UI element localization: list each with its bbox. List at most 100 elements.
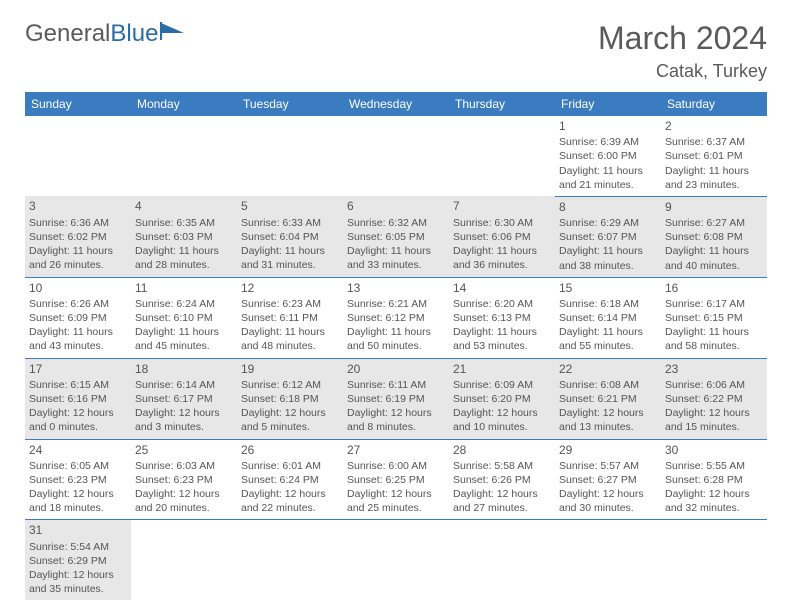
daylight-text: and 8 minutes.	[347, 420, 445, 434]
sunrise-text: Sunrise: 6:30 AM	[453, 216, 551, 230]
calendar-week-row: 17Sunrise: 6:15 AMSunset: 6:16 PM Dayligh…	[25, 358, 767, 439]
sunset-text: Sunset: 6:02 PM	[29, 230, 127, 244]
calendar-cell-empty	[237, 116, 343, 196]
dayhead-wed: Wednesday	[343, 92, 449, 116]
calendar-cell: 12Sunrise: 6:23 AMSunset: 6:11 PMDayligh…	[237, 277, 343, 358]
calendar-cell: 16Sunrise: 6:17 AMSunset: 6:15 PMDayligh…	[661, 277, 767, 358]
daylight-text: and 36 minutes.	[453, 258, 551, 272]
daylight-text: Daylight: 11 hours	[29, 325, 127, 339]
calendar-cell: 24Sunrise: 6:05 AMSunset: 6:23 PMDayligh…	[25, 439, 131, 520]
calendar-cell-empty	[131, 116, 237, 196]
location: Catak, Turkey	[598, 61, 767, 82]
sunrise-text: Sunrise: 6:12 AM	[241, 378, 339, 392]
day-number: 20	[347, 361, 445, 377]
daylight-text: and 45 minutes.	[135, 339, 233, 353]
calendar-cell-empty	[661, 520, 767, 600]
calendar-cell: 21Sunrise: 6:09 AMSunset: 6:20 PMDayligh…	[449, 358, 555, 439]
day-number: 19	[241, 361, 339, 377]
daylight-text: and 43 minutes.	[29, 339, 127, 353]
calendar-week-row: 3Sunrise: 6:36 AMSunset: 6:02 PMDaylight…	[25, 196, 767, 277]
daylight-text: and 22 minutes.	[241, 501, 339, 515]
daylight-text: Daylight: 12 hours	[29, 487, 127, 501]
daylight-text: Daylight: 11 hours	[665, 164, 763, 178]
daylight-text: Daylight: 11 hours	[347, 244, 445, 258]
sunrise-text: Sunrise: 6:18 AM	[559, 297, 657, 311]
dayhead-thu: Thursday	[449, 92, 555, 116]
sunrise-text: Sunrise: 6:05 AM	[29, 459, 127, 473]
sunrise-text: Sunrise: 6:15 AM	[29, 378, 127, 392]
calendar-cell: 26Sunrise: 6:01 AMSunset: 6:24 PMDayligh…	[237, 439, 343, 520]
header: GeneralBlue March 2024 Catak, Turkey	[25, 20, 767, 82]
logo: GeneralBlue	[25, 20, 188, 48]
sunset-text: Sunset: 6:10 PM	[135, 311, 233, 325]
sunset-text: Sunset: 6:25 PM	[347, 473, 445, 487]
daylight-text: and 31 minutes.	[241, 258, 339, 272]
daylight-text: and 50 minutes.	[347, 339, 445, 353]
daylight-text: Daylight: 11 hours	[241, 325, 339, 339]
calendar-cell: 10Sunrise: 6:26 AMSunset: 6:09 PMDayligh…	[25, 277, 131, 358]
daylight-text: Daylight: 11 hours	[559, 164, 657, 178]
month-title: March 2024	[598, 20, 767, 57]
sunrise-text: Sunrise: 5:58 AM	[453, 459, 551, 473]
sunrise-text: Sunrise: 6:01 AM	[241, 459, 339, 473]
calendar-week-row: 10Sunrise: 6:26 AMSunset: 6:09 PMDayligh…	[25, 277, 767, 358]
dayhead-mon: Monday	[131, 92, 237, 116]
sunset-text: Sunset: 6:29 PM	[29, 554, 127, 568]
sunrise-text: Sunrise: 6:24 AM	[135, 297, 233, 311]
day-number: 25	[135, 442, 233, 458]
sunset-text: Sunset: 6:23 PM	[29, 473, 127, 487]
sunrise-text: Sunrise: 6:08 AM	[559, 378, 657, 392]
sunrise-text: Sunrise: 6:39 AM	[559, 135, 657, 149]
day-number: 17	[29, 361, 127, 377]
day-number: 7	[453, 198, 551, 214]
sunset-text: Sunset: 6:27 PM	[559, 473, 657, 487]
title-block: March 2024 Catak, Turkey	[598, 20, 767, 82]
calendar-cell: 18Sunrise: 6:14 AMSunset: 6:17 PMDayligh…	[131, 358, 237, 439]
calendar-cell: 11Sunrise: 6:24 AMSunset: 6:10 PMDayligh…	[131, 277, 237, 358]
calendar-cell-empty	[555, 520, 661, 600]
daylight-text: Daylight: 11 hours	[665, 244, 763, 258]
daylight-text: and 26 minutes.	[29, 258, 127, 272]
daylight-text: and 55 minutes.	[559, 339, 657, 353]
daylight-text: and 58 minutes.	[665, 339, 763, 353]
sunrise-text: Sunrise: 6:06 AM	[665, 378, 763, 392]
calendar-week-row: 24Sunrise: 6:05 AMSunset: 6:23 PMDayligh…	[25, 439, 767, 520]
day-number: 8	[559, 199, 657, 215]
sunset-text: Sunset: 6:03 PM	[135, 230, 233, 244]
daylight-text: and 5 minutes.	[241, 420, 339, 434]
daylight-text: and 48 minutes.	[241, 339, 339, 353]
logo-word1: General	[25, 20, 110, 47]
sunrise-text: Sunrise: 6:27 AM	[665, 216, 763, 230]
sunset-text: Sunset: 6:16 PM	[29, 392, 127, 406]
calendar-cell-empty	[343, 116, 449, 196]
sunrise-text: Sunrise: 6:20 AM	[453, 297, 551, 311]
calendar-cell: 20Sunrise: 6:11 AMSunset: 6:19 PMDayligh…	[343, 358, 449, 439]
sunrise-text: Sunrise: 6:35 AM	[135, 216, 233, 230]
calendar-cell: 27Sunrise: 6:00 AMSunset: 6:25 PMDayligh…	[343, 439, 449, 520]
daylight-text: Daylight: 11 hours	[135, 244, 233, 258]
daylight-text: and 3 minutes.	[135, 420, 233, 434]
calendar-week-row: 31Sunrise: 5:54 AMSunset: 6:29 PMDayligh…	[25, 520, 767, 600]
calendar-cell: 7Sunrise: 6:30 AMSunset: 6:06 PMDaylight…	[449, 196, 555, 277]
daylight-text: Daylight: 12 hours	[453, 406, 551, 420]
sunrise-text: Sunrise: 6:36 AM	[29, 216, 127, 230]
flag-icon	[160, 21, 188, 48]
sunset-text: Sunset: 6:14 PM	[559, 311, 657, 325]
daylight-text: Daylight: 11 hours	[135, 325, 233, 339]
day-number: 5	[241, 198, 339, 214]
calendar-cell: 29Sunrise: 5:57 AMSunset: 6:27 PMDayligh…	[555, 439, 661, 520]
day-number: 30	[665, 442, 763, 458]
daylight-text: and 18 minutes.	[29, 501, 127, 515]
daylight-text: Daylight: 12 hours	[135, 406, 233, 420]
calendar-cell-empty	[343, 520, 449, 600]
day-number: 29	[559, 442, 657, 458]
daylight-text: and 10 minutes.	[453, 420, 551, 434]
daylight-text: and 32 minutes.	[665, 501, 763, 515]
calendar-cell: 6Sunrise: 6:32 AMSunset: 6:05 PMDaylight…	[343, 196, 449, 277]
daylight-text: and 53 minutes.	[453, 339, 551, 353]
sunset-text: Sunset: 6:24 PM	[241, 473, 339, 487]
daylight-text: Daylight: 12 hours	[29, 568, 127, 582]
daylight-text: and 33 minutes.	[347, 258, 445, 272]
calendar-cell: 25Sunrise: 6:03 AMSunset: 6:23 PMDayligh…	[131, 439, 237, 520]
sunset-text: Sunset: 6:23 PM	[135, 473, 233, 487]
